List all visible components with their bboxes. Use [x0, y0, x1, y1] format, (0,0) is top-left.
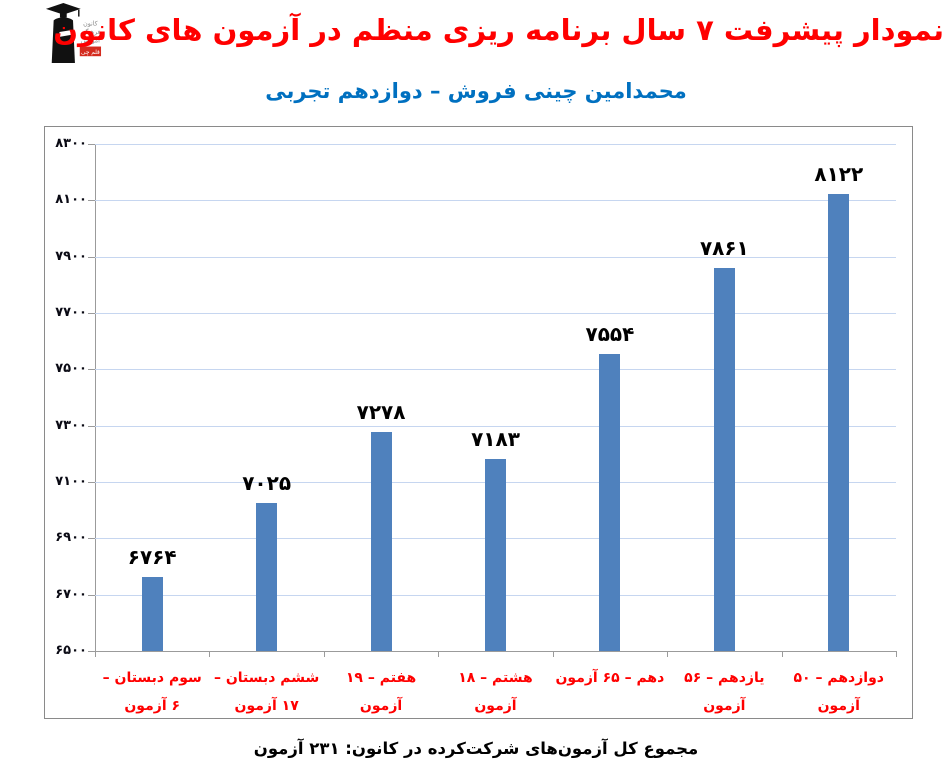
graduate-icon [45, 3, 81, 63]
gridline [95, 369, 896, 371]
bar [828, 194, 850, 651]
x-axis-tick [95, 651, 96, 657]
bar-value-label: ۷۱۸۳ [471, 426, 520, 451]
y-axis-tick [88, 651, 95, 652]
x-axis-tick [896, 651, 897, 657]
chart-subtitle: محمدامین چینی فروش – دوازدهم تجربی [265, 79, 687, 103]
bar-value-label: ۶۷۶۴ [127, 544, 177, 569]
y-axis-tick [88, 538, 95, 540]
x-axis-tick [781, 651, 783, 657]
logo-line-1: کانون [83, 20, 97, 27]
gridline [95, 256, 896, 258]
logo-badge-box [79, 46, 102, 57]
y-axis-tick [88, 482, 95, 483]
chart-box: سوم دبستان – ۶ آزمون ششم دبستان – ۱۷ آزمو… [44, 126, 913, 719]
y-tick-label: ۷۹۰۰ [55, 248, 87, 264]
bar-value-label: ۷۸۶۱ [699, 235, 749, 260]
gridline [95, 144, 896, 145]
bar [256, 503, 278, 651]
gridline [95, 313, 896, 314]
logo-badge-text: قلم چی [81, 50, 100, 56]
x-category-label: هشتم – ۱۸ آزمون [458, 670, 533, 714]
y-tick-label: ۷۱۰۰ [55, 474, 87, 489]
bar-value-label: ۷۰۲۵ [242, 471, 292, 496]
y-tick-label: ۸۳۰۰ [55, 136, 87, 151]
y-axis-tick [88, 594, 95, 596]
bar-value-label: ۷۵۵۴ [585, 322, 635, 347]
logo-line-2: فرهنگی [80, 28, 100, 36]
x-axis-labels: سوم دبستان – ۶ آزمون ششم دبستان – ۱۷ آزمو… [95, 664, 896, 720]
total-exams-caption: مجموع کل آزمون‌های شرکت‌کرده در کانون: ۲… [253, 739, 699, 758]
bar [485, 458, 506, 651]
x-category-label: سوم دبستان – ۶ آزمون [102, 670, 202, 714]
y-axis-tick [88, 200, 95, 202]
y-tick-label: ۷۷۰۰ [55, 305, 87, 320]
gridline [95, 200, 896, 202]
plot-area [95, 144, 897, 652]
x-axis-tick [552, 651, 554, 657]
x-axis-tick [438, 651, 440, 657]
bar [141, 576, 163, 651]
x-axis-tick [209, 651, 211, 657]
x-axis-tick [667, 651, 669, 657]
logo-line-3: آموزش [81, 36, 100, 45]
y-axis-tick [88, 256, 95, 258]
x-category-label: هفتم – ۱۹ آزمون [345, 670, 417, 714]
x-category-label: دوازدهم – ۵۰ آزمون [793, 670, 884, 714]
y-axis-tick [88, 144, 95, 145]
x-category-label: یازدهم – ۵۶ آزمون [684, 670, 765, 714]
logo-text: کانون فرهنگی آموزش قلم چی [79, 20, 102, 57]
y-axis-tick [88, 313, 95, 314]
bar [713, 267, 735, 651]
y-tick-label: ۶۹۰۰ [55, 530, 87, 546]
bar [599, 354, 621, 651]
y-axis-tick [88, 425, 95, 427]
x-category-label: دهم – ۶۵ آزمون [555, 670, 665, 686]
y-tick-label: ۷۵۰۰ [55, 361, 87, 377]
bar-value-label: ۸۱۲۲ [814, 162, 864, 187]
y-tick-label: ۷۳۰۰ [55, 417, 87, 433]
y-tick-label: ۶۷۰۰ [55, 586, 87, 602]
kanoon-ghalamchi-logo: کانون فرهنگی آموزش قلم چی [45, 3, 102, 63]
y-tick-label: ۸۱۰۰ [55, 192, 87, 208]
y-tick-label: ۶۵۰۰ [55, 643, 87, 658]
x-category-label: ششم دبستان – ۱۷ آزمون [213, 670, 320, 714]
bar [370, 431, 392, 651]
bar-value-label: ۷۲۷۸ [356, 399, 406, 424]
x-axis-tick [323, 651, 325, 657]
chart-title: نمودار پیشرفت ۷ سال برنامه ریزی منظم در … [53, 13, 944, 47]
y-axis-tick [88, 369, 95, 371]
gridline [95, 425, 896, 427]
